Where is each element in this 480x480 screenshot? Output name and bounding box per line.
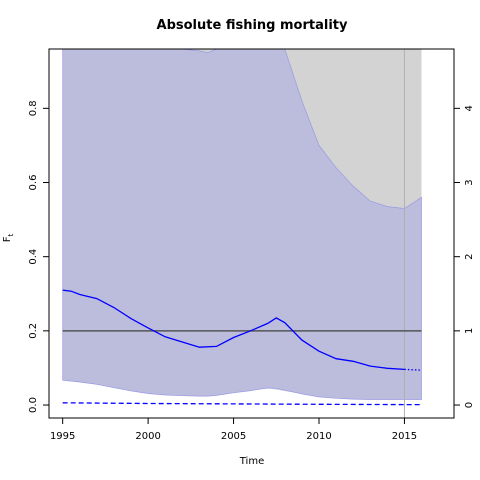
x-tick-label: 2000 <box>135 431 160 442</box>
plot-area <box>62 49 422 418</box>
y2-tick-label: 3 <box>464 179 475 185</box>
y-tick-label: 0.0 <box>28 397 39 413</box>
y-tick-label: 0.6 <box>28 175 39 191</box>
plot-frame <box>48 48 455 419</box>
y2-tick-label: 0 <box>464 402 475 408</box>
axes: 1995 2000 2005 2010 2015 0.0 0.2 0.4 0.6 0.8 0 1 2 3 4 <box>28 100 475 442</box>
x-tick-label: 2010 <box>306 431 331 442</box>
series-line-dashed <box>62 402 422 406</box>
y-axis-label-main: F <box>2 236 13 242</box>
x-axis-label: Time <box>239 456 264 467</box>
y-axis-label: Ft <box>2 233 15 242</box>
blue-confidence-band <box>62 49 422 400</box>
x-tick-label: 2005 <box>221 431 246 442</box>
y-axis-label-sub: t <box>7 233 15 236</box>
x-tick-label: 2015 <box>392 431 417 442</box>
series-line-solid <box>62 289 405 371</box>
y2-tick-label: 4 <box>464 105 475 111</box>
series-line-dotted <box>404 368 422 371</box>
y2-tick-label: 1 <box>464 328 475 334</box>
y2-tick-label: 2 <box>464 254 475 260</box>
y-tick-label: 0.2 <box>28 323 39 339</box>
y-tick-label: 0.8 <box>28 100 39 116</box>
x-tick-label: 1995 <box>50 431 75 442</box>
chart-title: Absolute fishing mortality <box>157 18 348 33</box>
y-tick-label: 0.4 <box>28 249 39 265</box>
